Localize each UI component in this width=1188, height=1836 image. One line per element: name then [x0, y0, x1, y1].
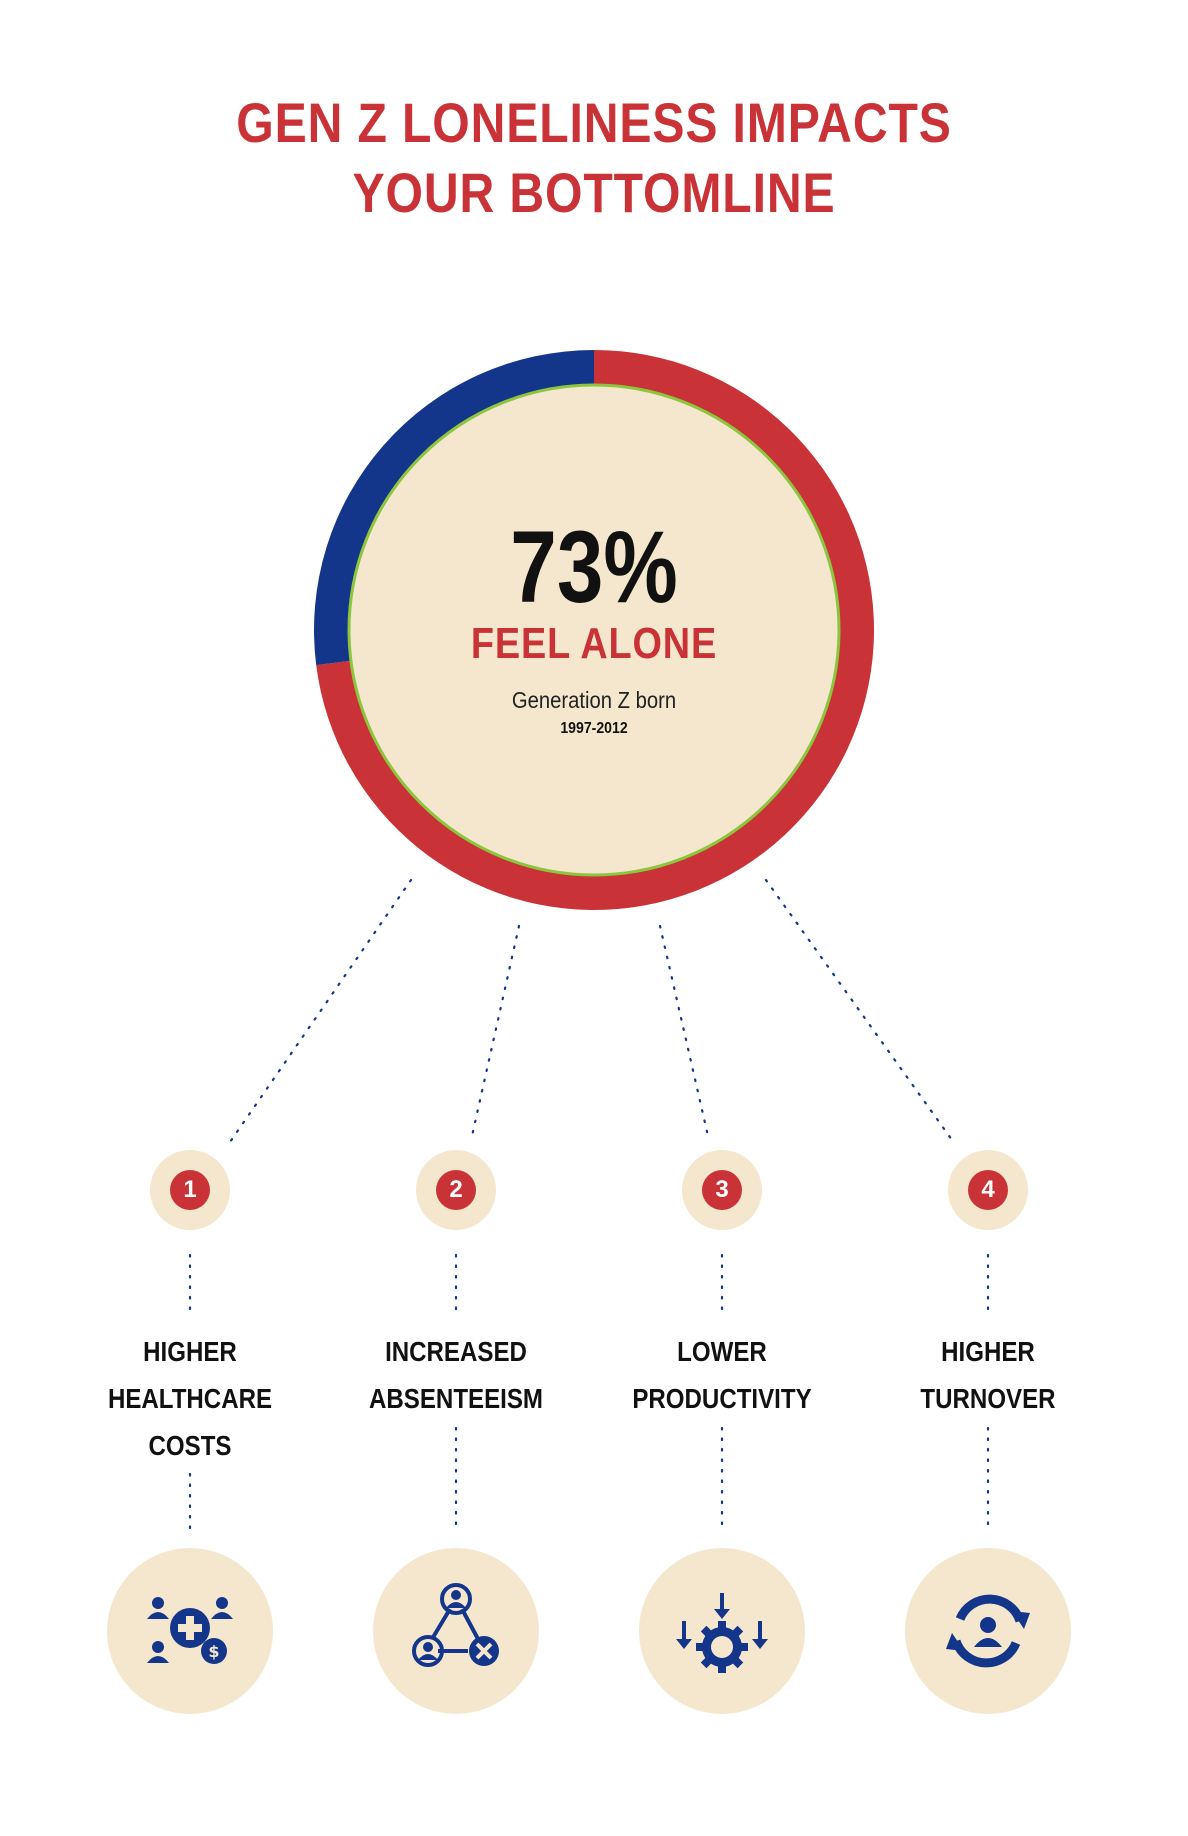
impact-label-line: ABSENTEEISM [369, 1383, 543, 1414]
impact-label-line: HEALTHCARE [107, 1383, 273, 1414]
healthcare-cost-icon: $ [147, 1597, 233, 1664]
impact-label: INCREASED ABSENTEEISM [353, 1328, 559, 1422]
center-label: FEEL ALONE [470, 619, 718, 668]
icon-badge [373, 1548, 539, 1714]
productivity-gear-icon [676, 1593, 768, 1673]
center-years: 1997-2012 [560, 720, 628, 737]
svg-text:$: $ [208, 1642, 219, 1661]
impact-label-line: HIGHER [941, 1336, 1035, 1367]
icon-badge [639, 1548, 805, 1714]
icon-badge: $ [107, 1548, 273, 1714]
title-line-2: YOUR BOTTOMLINE [352, 161, 836, 224]
title-line-1: GEN Z LONELINESS IMPACTS [236, 91, 952, 154]
number-badge-label: 1 [170, 1170, 210, 1210]
impact-label-line: HIGHER [143, 1336, 237, 1367]
dotted-connector [226, 878, 413, 1147]
connector-lines [188, 878, 990, 1532]
dotted-connector [658, 924, 710, 1138]
icon-badge [905, 1548, 1071, 1714]
number-badge: 4 [948, 1150, 1028, 1230]
impact-label: HIGHER HEALTHCARE COSTS [87, 1328, 293, 1469]
center-percentage: 73% [510, 510, 678, 624]
page-title: GEN Z LONELINESS IMPACTS YOUR BOTTOMLINE [83, 88, 1105, 228]
impact-label-line: PRODUCTIVITY [632, 1383, 812, 1414]
impact-label-line: LOWER [677, 1336, 767, 1367]
number-badge-label: 2 [436, 1170, 476, 1210]
number-badge: 1 [150, 1150, 230, 1230]
absenteeism-network-icon [412, 1583, 499, 1667]
impact-label: LOWER PRODUCTIVITY [619, 1328, 825, 1422]
number-badge-label: 3 [702, 1170, 742, 1210]
dotted-connector [764, 878, 954, 1142]
number-badge: 3 [682, 1150, 762, 1230]
impact-label-line: TURNOVER [920, 1383, 1056, 1414]
number-badge-label: 4 [968, 1170, 1008, 1210]
number-badge: 2 [416, 1150, 496, 1230]
impact-label-line: INCREASED [385, 1336, 527, 1367]
impact-label: HIGHER TURNOVER [885, 1328, 1091, 1422]
impact-label-line: COSTS [148, 1430, 232, 1461]
turnover-cycle-icon [946, 1594, 1030, 1668]
dotted-connector [470, 924, 521, 1138]
center-subtitle: Generation Z born [511, 687, 677, 713]
